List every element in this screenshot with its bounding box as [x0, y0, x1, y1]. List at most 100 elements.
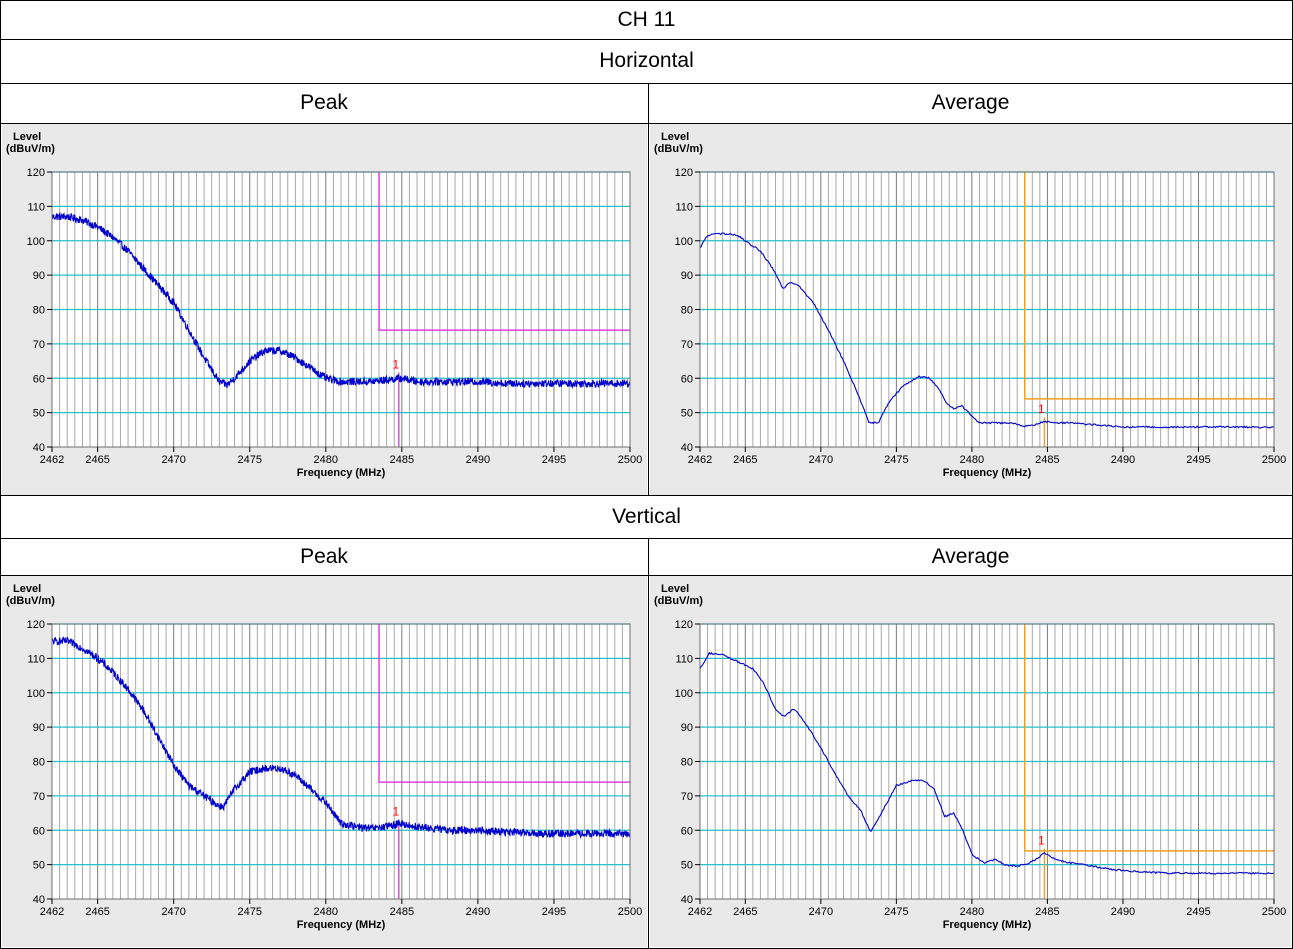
y-axis-unit-label: (dBuV/m) [654, 595, 703, 607]
x-tick-label: 2465 [85, 906, 109, 918]
table-rule [0, 495, 1293, 496]
limit-line [1024, 172, 1274, 400]
y-tick-label: 80 [681, 305, 693, 317]
limit-line [1024, 624, 1274, 852]
section-header-vertical: Vertical [612, 505, 681, 528]
y-tick-label: 80 [33, 757, 45, 769]
y-tick-label: 40 [681, 894, 693, 906]
y-axis-unit-label: (dBuV/m) [654, 143, 703, 155]
y-tick-label: 100 [675, 236, 693, 248]
y-tick-label: 40 [33, 894, 45, 906]
chart-svg: Level(dBuV/m) 1 40 50 60 70 80 90 100 110 120 2462 2… [6, 583, 642, 931]
marker-label: 1 [1038, 834, 1045, 848]
y-tick-label: 90 [33, 270, 45, 282]
y-tick-label: 110 [675, 653, 693, 665]
x-tick-label: 2462 [40, 454, 64, 466]
y-tick-label: 100 [27, 688, 45, 700]
y-tick-label: 120 [675, 167, 693, 179]
x-tick-label: 2480 [960, 454, 984, 466]
x-tick-label: 2500 [618, 906, 642, 918]
column-header-horizontal-average: Average [931, 91, 1010, 114]
table-rule [0, 123, 1293, 124]
y-tick-label: 60 [681, 825, 693, 837]
y-tick-label: 70 [33, 339, 45, 351]
y-tick-label: 50 [681, 408, 693, 420]
y-axis-label: Level [661, 131, 689, 143]
x-tick-label: 2490 [466, 906, 490, 918]
y-tick-label: 120 [27, 619, 45, 631]
y-tick-label: 80 [681, 757, 693, 769]
x-tick-label: 2500 [1262, 906, 1286, 918]
limit-line [378, 172, 630, 331]
x-tick-label: 2470 [161, 454, 185, 466]
y-tick-label: 110 [675, 201, 693, 213]
table-border-top [0, 0, 1293, 1]
trace-line [51, 636, 631, 840]
y-axis-label: Level [13, 583, 41, 595]
x-tick-label: 2485 [1035, 454, 1059, 466]
x-tick-label: 2470 [161, 906, 185, 918]
y-tick-label: 60 [33, 825, 45, 837]
marker-label: 1 [392, 358, 399, 372]
x-tick-label: 2480 [314, 906, 338, 918]
y-tick-label: 60 [681, 373, 693, 385]
y-tick-label: 110 [27, 653, 45, 665]
y-tick-label: 70 [681, 791, 693, 803]
marker-label: 1 [1038, 402, 1045, 416]
x-tick-label: 2490 [466, 454, 490, 466]
column-header-vertical-peak: Peak [300, 544, 348, 568]
x-tick-label: 2485 [390, 906, 414, 918]
x-axis-label: Frequency (MHz) [297, 919, 386, 931]
table-rule [0, 575, 1293, 576]
trace-line [51, 211, 631, 390]
x-tick-label: 2465 [733, 906, 757, 918]
y-tick-label: 40 [681, 442, 693, 454]
section-header-horizontal: Horizontal [599, 49, 694, 72]
x-tick-label: 2495 [542, 454, 566, 466]
y-tick-label: 70 [33, 791, 45, 803]
chart-svg: Level(dBuV/m) 1 40 50 60 70 80 90 100 110 120 2462 2… [6, 131, 642, 479]
trace-line [699, 651, 1275, 875]
y-tick-label: 120 [675, 619, 693, 631]
x-tick-label: 2462 [688, 906, 712, 918]
x-axis-label: Frequency (MHz) [943, 467, 1032, 479]
y-tick-label: 50 [33, 860, 45, 872]
y-tick-label: 100 [675, 688, 693, 700]
chart-horizontal-peak: Level (dBuV/m) 1 40 50 60 70 80 90 100 110 120 2462 2… [2, 124, 647, 495]
trace-line [699, 232, 1275, 429]
table-border-left [0, 0, 1, 949]
y-tick-label: 110 [27, 201, 45, 213]
table-column-rule [648, 538, 649, 949]
x-tick-label: 2470 [809, 454, 833, 466]
chart-horizontal-average: Level (dBuV/m) 1 40 50 60 70 80 90 100 110 120 2462 2… [650, 124, 1291, 495]
marker-label: 1 [392, 804, 399, 818]
y-axis-unit-label: (dBuV/m) [6, 143, 55, 155]
x-tick-label: 2480 [960, 906, 984, 918]
y-tick-label: 60 [33, 373, 45, 385]
chart-vertical-peak: Level (dBuV/m) 1 40 50 60 70 80 90 100 110 120 2462 2… [2, 576, 647, 947]
table-column-rule [648, 83, 649, 496]
y-tick-label: 50 [33, 408, 45, 420]
table-rule [0, 538, 1293, 539]
table-rule [0, 39, 1293, 40]
y-axis-label: Level [661, 583, 689, 595]
x-tick-label: 2485 [390, 454, 414, 466]
chart-vertical-average: Level (dBuV/m) 1 40 50 60 70 80 90 100 110 120 2462 2… [650, 576, 1291, 947]
y-axis-label: Level [13, 131, 41, 143]
x-axis-label: Frequency (MHz) [943, 919, 1032, 931]
x-tick-label: 2500 [618, 454, 642, 466]
y-tick-label: 70 [681, 339, 693, 351]
x-tick-label: 2490 [1111, 454, 1135, 466]
channel-title: CH 11 [617, 7, 676, 31]
x-tick-label: 2465 [85, 454, 109, 466]
table-rule [0, 83, 1293, 84]
y-tick-label: 90 [681, 722, 693, 734]
y-tick-label: 120 [27, 167, 45, 179]
x-tick-label: 2475 [237, 454, 261, 466]
x-tick-label: 2495 [542, 906, 566, 918]
x-tick-label: 2490 [1111, 906, 1135, 918]
x-axis-label: Frequency (MHz) [297, 467, 386, 479]
x-tick-label: 2475 [237, 906, 261, 918]
y-tick-label: 50 [681, 860, 693, 872]
